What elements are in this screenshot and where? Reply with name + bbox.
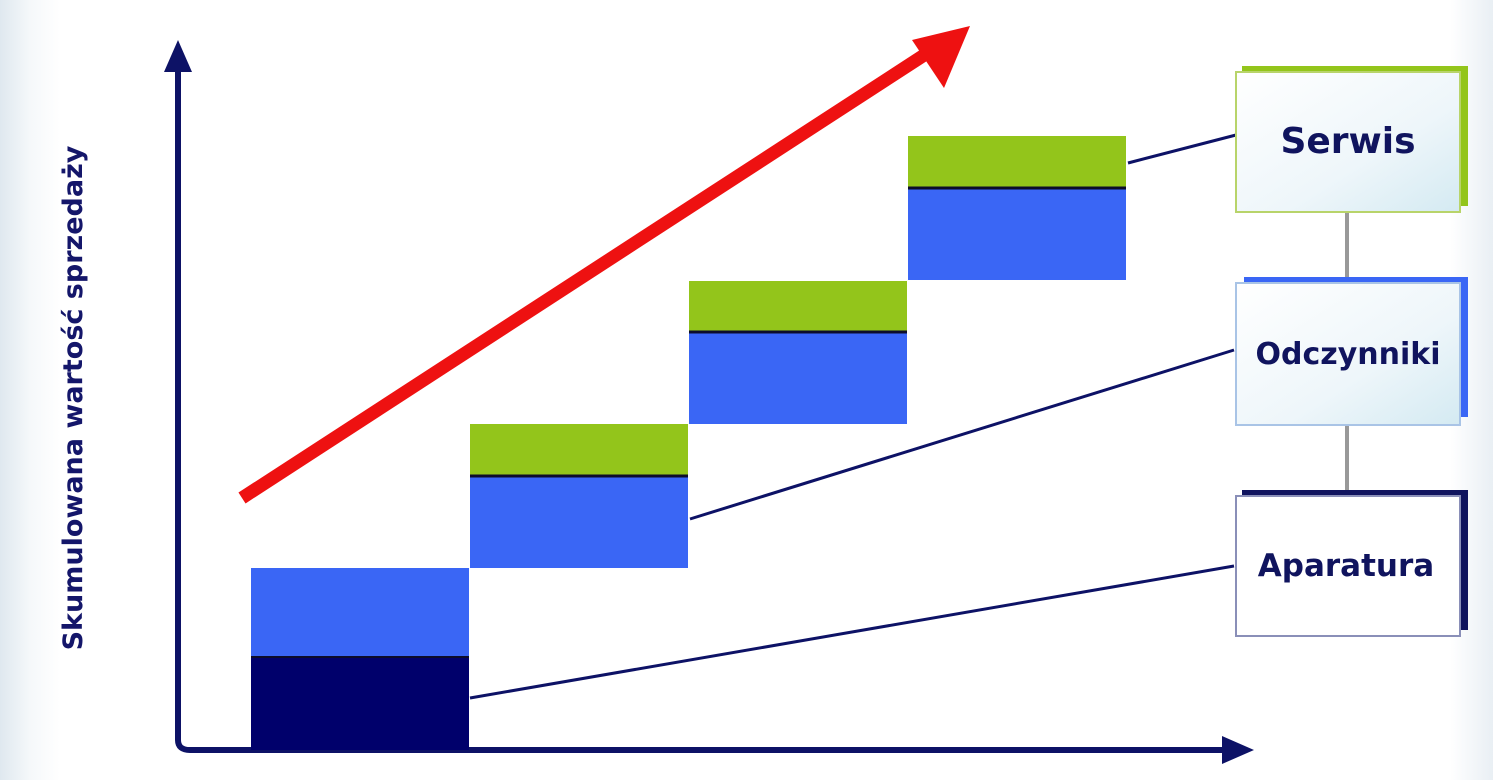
- y-axis-label: Skumulowana wartość sprzedaży: [58, 145, 89, 650]
- legend-box-serwis: Serwis: [1235, 66, 1468, 213]
- step-4-serwis-block: [908, 136, 1126, 188]
- step-3-odczynniki-block: [689, 332, 907, 424]
- legend-label-aparatura: Aparatura: [1258, 548, 1434, 584]
- legend-box-aparatura: Aparatura: [1235, 490, 1468, 637]
- legend-box-odczynniki: Odczynniki: [1235, 277, 1468, 426]
- growth-arrow: [238, 42, 939, 504]
- growth-arrowhead: [912, 26, 970, 88]
- step-1-aparatura-block: [251, 657, 469, 750]
- step-3-serwis-block: [689, 281, 907, 332]
- connector-aparatura: [469, 564, 1235, 700]
- x-axis-arrowhead: [1222, 736, 1254, 764]
- legend-label-serwis: Serwis: [1280, 121, 1415, 162]
- connector-odczynniki: [689, 348, 1235, 521]
- connector-serwis: [1127, 133, 1237, 165]
- step-4-odczynniki-block: [908, 188, 1126, 280]
- step-2-odczynniki-block: [470, 476, 688, 568]
- step-1-odczynniki-block: [251, 568, 469, 657]
- step-2-serwis-block: [470, 424, 688, 476]
- legend-label-odczynniki: Odczynniki: [1255, 337, 1440, 372]
- x-axis: [175, 739, 1232, 753]
- y-axis-arrowhead: [164, 40, 192, 72]
